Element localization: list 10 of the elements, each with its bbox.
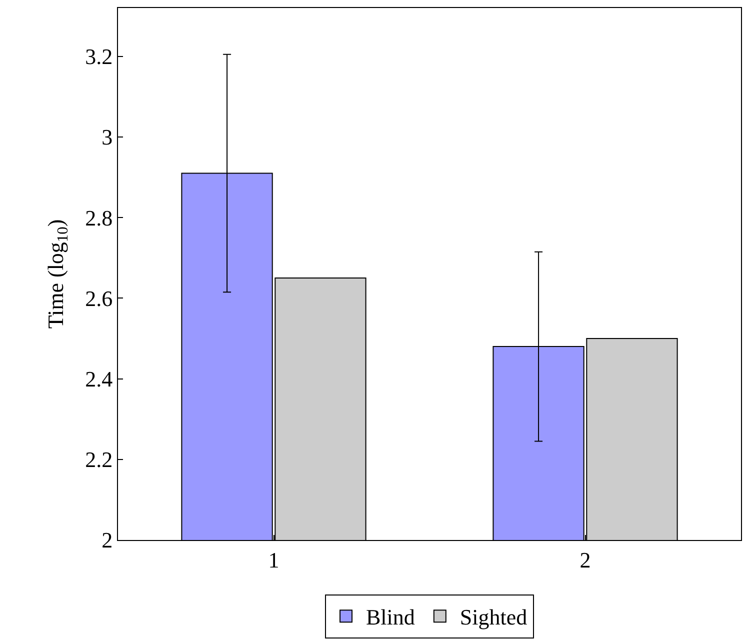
y-tick-label: 2: [102, 528, 113, 553]
y-tick-label: 2.2: [85, 447, 113, 472]
legend-label: Blind: [366, 604, 415, 630]
legend-label: Sighted: [460, 604, 528, 630]
y-tick-label: 3.2: [85, 44, 113, 70]
x-tick-label: 1: [268, 547, 280, 572]
y-tick-label: 2.6: [85, 286, 113, 311]
y-tick-label: 2.8: [85, 205, 113, 230]
y-tick-label: 3: [102, 124, 113, 150]
y-tick-label: 2.4: [85, 366, 113, 392]
